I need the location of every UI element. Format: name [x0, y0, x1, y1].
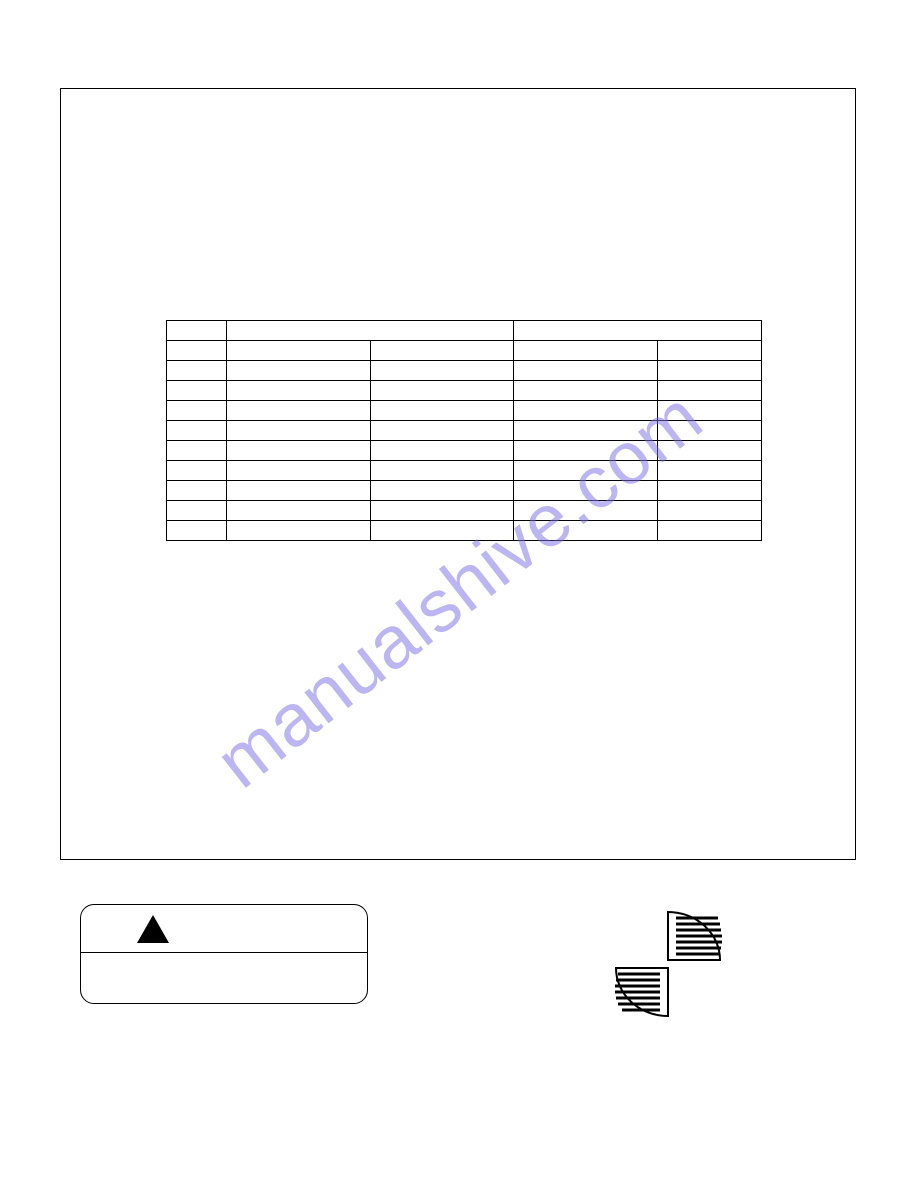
table-cell: [514, 381, 658, 401]
table-cell: [658, 441, 762, 461]
table-cell: [226, 321, 514, 341]
data-table: [166, 320, 762, 541]
table-cell: [167, 381, 227, 401]
warning-triangle-icon: [137, 915, 169, 943]
table-cell: [167, 361, 227, 381]
table-row: [167, 361, 762, 381]
table-cell: [370, 401, 514, 421]
table-row: [167, 441, 762, 461]
table-cell: [226, 361, 370, 381]
table-cell: [226, 461, 370, 481]
table-cell: [658, 361, 762, 381]
table-cell: [167, 421, 227, 441]
table-cell: [226, 401, 370, 421]
warning-header: [81, 905, 367, 953]
table-cell: [167, 521, 227, 541]
table-row: [167, 421, 762, 441]
table-cell: [658, 481, 762, 501]
table-row: [167, 521, 762, 541]
table-cell: [370, 481, 514, 501]
table-cell: [514, 341, 658, 361]
warning-body: [81, 953, 367, 1004]
table-row: [167, 321, 762, 341]
table-cell: [370, 501, 514, 521]
table-cell: [514, 461, 658, 481]
warning-box: [80, 904, 368, 1004]
table-cell: [167, 481, 227, 501]
table-cell: [226, 521, 370, 541]
table-cell: [226, 501, 370, 521]
table-cell: [658, 381, 762, 401]
table-cell: [514, 441, 658, 461]
table-cell: [226, 341, 370, 361]
table-cell: [514, 421, 658, 441]
table-cell: [514, 401, 658, 421]
table-cell: [658, 341, 762, 361]
table-cell: [370, 381, 514, 401]
table-row: [167, 481, 762, 501]
table-cell: [514, 361, 658, 381]
table-row: [167, 381, 762, 401]
table-cell: [370, 461, 514, 481]
table-cell: [226, 441, 370, 461]
table-cell: [370, 361, 514, 381]
table-row: [167, 401, 762, 421]
table-cell: [167, 321, 227, 341]
table-cell: [658, 461, 762, 481]
table-cell: [226, 481, 370, 501]
table-cell: [658, 401, 762, 421]
table-cell: [658, 501, 762, 521]
table-cell: [370, 441, 514, 461]
table-row: [167, 341, 762, 361]
table-cell: [167, 501, 227, 521]
table-row: [167, 501, 762, 521]
brand-logo-icon: [598, 894, 738, 1034]
table-cell: [167, 401, 227, 421]
table-row: [167, 461, 762, 481]
table-cell: [167, 341, 227, 361]
table-cell: [167, 461, 227, 481]
table-cell: [226, 421, 370, 441]
table-cell: [658, 521, 762, 541]
table-cell: [226, 381, 370, 401]
table-cell: [370, 421, 514, 441]
table-cell: [514, 501, 658, 521]
table-cell: [167, 441, 227, 461]
table-cell: [514, 481, 658, 501]
table-cell: [514, 521, 658, 541]
table-cell: [370, 341, 514, 361]
table-cell: [658, 421, 762, 441]
table-cell: [514, 321, 762, 341]
table-cell: [370, 521, 514, 541]
